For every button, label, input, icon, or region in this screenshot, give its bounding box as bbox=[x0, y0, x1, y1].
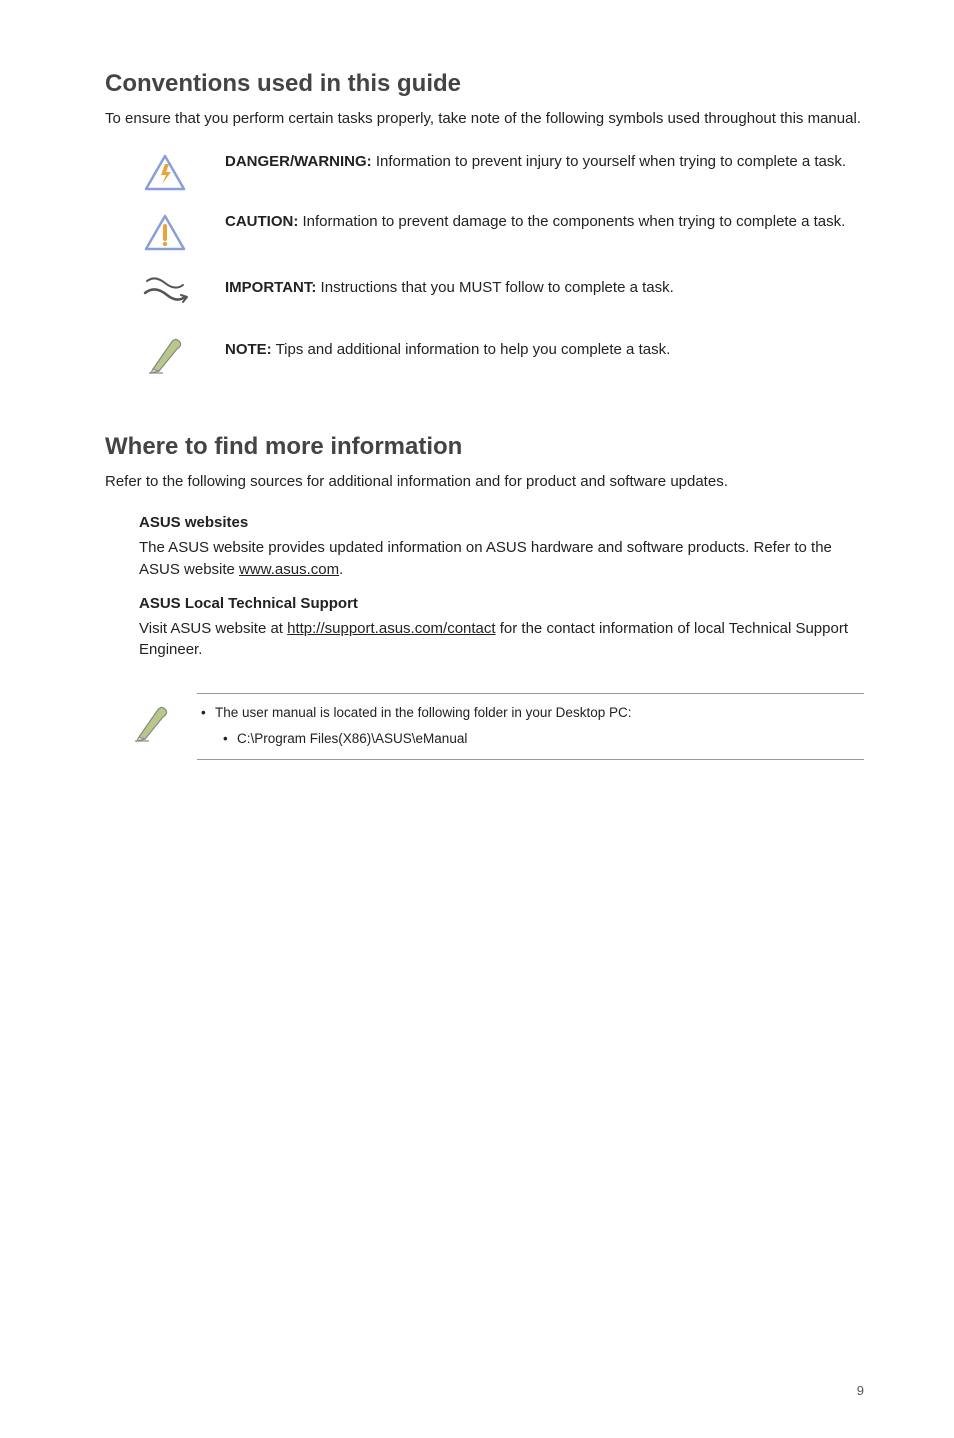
important-text: IMPORTANT: Instructions that you MUST fo… bbox=[225, 271, 674, 299]
note-text: NOTE: Tips and additional information to… bbox=[225, 329, 670, 361]
support-body: Visit ASUS website at http://support.asu… bbox=[139, 618, 864, 662]
link-asus[interactable]: www.asus.com bbox=[239, 561, 339, 578]
footnote-line1: The user manual is located in the follow… bbox=[197, 702, 864, 724]
danger-icon bbox=[143, 153, 187, 193]
note-body: Tips and additional information to help … bbox=[272, 341, 671, 358]
footnote-line2: C:\Program Files(X86)\ASUS\eManual bbox=[197, 728, 864, 750]
danger-label: DANGER/WARNING: bbox=[225, 153, 372, 170]
footnote-box: The user manual is located in the follow… bbox=[105, 693, 864, 760]
block-support: ASUS Local Technical Support Visit ASUS … bbox=[105, 595, 864, 662]
block-websites: ASUS websites The ASUS website provides … bbox=[105, 514, 864, 581]
section1-lead: To ensure that you perform certain tasks… bbox=[105, 108, 864, 129]
support-heading: ASUS Local Technical Support bbox=[139, 595, 864, 612]
danger-body: Information to prevent injury to yoursel… bbox=[372, 153, 846, 170]
row-caution: CAUTION: Information to prevent damage t… bbox=[105, 211, 864, 253]
important-label: IMPORTANT: bbox=[225, 279, 316, 296]
danger-text: DANGER/WARNING: Information to prevent i… bbox=[225, 151, 846, 173]
caution-text: CAUTION: Information to prevent damage t… bbox=[225, 211, 845, 233]
section1-title: Conventions used in this guide bbox=[105, 70, 864, 98]
row-danger: DANGER/WARNING: Information to prevent i… bbox=[105, 151, 864, 193]
pencil-icon bbox=[131, 699, 171, 743]
caution-icon bbox=[143, 213, 187, 253]
row-note: NOTE: Tips and additional information to… bbox=[105, 329, 864, 375]
websites-body: The ASUS website provides updated inform… bbox=[139, 537, 864, 581]
websites-heading: ASUS websites bbox=[139, 514, 864, 531]
link-support[interactable]: http://support.asus.com/contact bbox=[287, 620, 495, 637]
important-body: Instructions that you MUST follow to com… bbox=[316, 279, 673, 296]
section2-title: Where to find more information bbox=[105, 433, 864, 461]
note-label: NOTE: bbox=[225, 341, 272, 358]
caution-label: CAUTION: bbox=[225, 213, 298, 230]
important-icon bbox=[141, 273, 189, 311]
section2-lead: Refer to the following sources for addit… bbox=[105, 471, 864, 492]
caution-body: Information to prevent damage to the com… bbox=[298, 213, 845, 230]
page-number: 9 bbox=[857, 1383, 864, 1398]
row-important: IMPORTANT: Instructions that you MUST fo… bbox=[105, 271, 864, 311]
note-icon bbox=[145, 331, 185, 375]
